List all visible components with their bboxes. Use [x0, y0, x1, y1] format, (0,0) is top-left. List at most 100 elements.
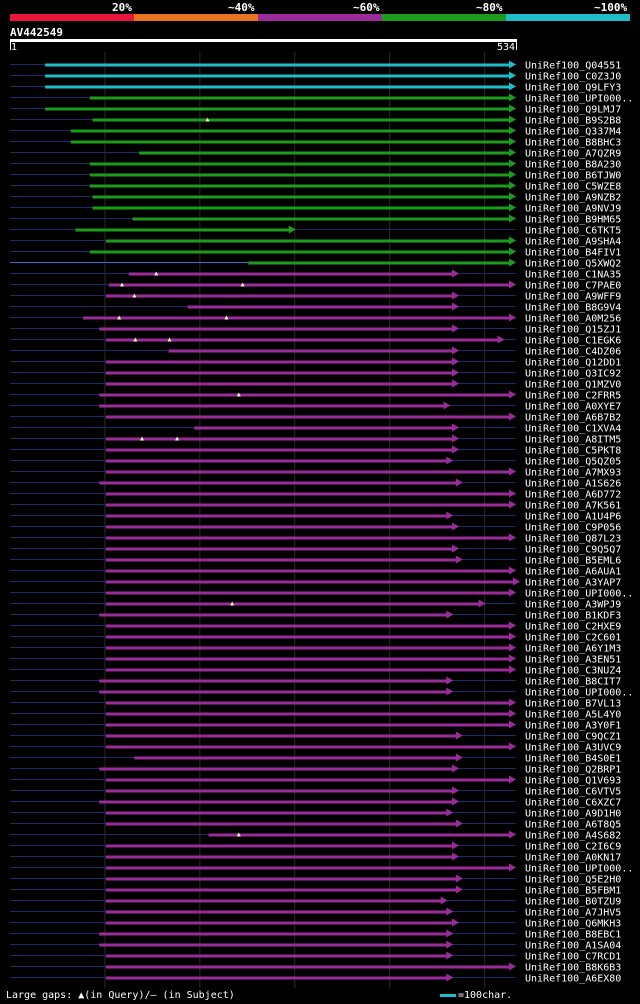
hit-bar: [105, 294, 454, 298]
hit-bar: [92, 195, 511, 199]
scale-bar: [440, 993, 456, 997]
hit-label: UniRef100_B0TZU9: [525, 897, 621, 908]
hit-bar: [105, 734, 457, 738]
hit-bar: [105, 723, 511, 727]
hit-bar: [105, 899, 442, 903]
hit-label: UniRef100_B8CIT7: [525, 677, 621, 688]
hit-bar: [99, 943, 448, 947]
hit-arrow: [446, 929, 454, 938]
hit-arrow: [452, 368, 460, 377]
hit-bar: [105, 811, 448, 815]
hit-bar: [105, 239, 511, 243]
hit-label: UniRef100_Q337M4: [525, 127, 621, 138]
query-gap-marker: [230, 601, 235, 606]
hit-arrow: [446, 687, 454, 696]
hit-label: UniRef100_B5EML6: [525, 556, 621, 567]
hit-bar: [168, 349, 454, 353]
hit-bar: [105, 965, 511, 969]
ruler-start-label: 1: [11, 42, 18, 53]
hit-bar: [89, 173, 510, 177]
hit-bar: [45, 63, 510, 67]
hit-bar: [105, 558, 457, 562]
hit-arrow: [509, 698, 516, 707]
hit-bar: [105, 448, 454, 452]
hit-arrow: [509, 621, 516, 630]
hit-arrow: [288, 225, 296, 234]
hit-arrow: [446, 610, 454, 619]
hit-bar: [70, 129, 511, 133]
hit-arrow: [443, 401, 451, 410]
hit-arrow: [509, 500, 516, 509]
hit-label: UniRef100_Q9LMJ7: [525, 105, 621, 116]
hit-bar: [187, 305, 454, 309]
hit-arrow: [509, 170, 516, 179]
hit-label: UniRef100_Q3IC92: [525, 369, 621, 380]
hit-bar: [92, 206, 511, 210]
hit-label: UniRef100_Q12DD1: [525, 358, 621, 369]
hit-label: UniRef100_C0Z3J0: [525, 72, 621, 83]
hit-arrow: [509, 71, 516, 80]
hit-arrow: [446, 951, 454, 960]
hit-arrow: [455, 555, 463, 564]
hit-arrow: [497, 335, 505, 344]
hit-bar: [89, 184, 510, 188]
query-gap-marker: [240, 282, 245, 287]
hit-label: UniRef100_C7PAE0: [525, 281, 621, 292]
hit-label: UniRef100_B9S2B8: [525, 116, 621, 127]
ruler-end-tick: [516, 42, 517, 50]
hit-label: UniRef100_A7JHV5: [525, 908, 621, 919]
hit-arrow: [509, 588, 516, 597]
hit-arrow: [509, 137, 516, 146]
hit-arrow: [509, 115, 516, 124]
hit-arrow: [509, 632, 516, 641]
hit-label: UniRef100_Q5QZ05: [525, 457, 621, 468]
hit-label: UniRef100_A3EN51: [525, 655, 621, 666]
hit-arrow: [509, 654, 516, 663]
hit-bar: [45, 74, 510, 78]
hit-label: UniRef100_Q9LFY3: [525, 83, 621, 94]
hit-bar: [105, 536, 511, 540]
hit-label: UniRef100_C7RCD1: [525, 952, 621, 963]
hit-label: UniRef100_B8K6B3: [525, 963, 621, 974]
hit-label: UniRef100_A4S682: [525, 831, 621, 842]
hit-bar: [105, 646, 511, 650]
hit-bar: [99, 613, 448, 617]
hit-label: UniRef100_A1S626: [525, 479, 621, 490]
hit-bar: [99, 679, 448, 683]
hit-bar: [139, 151, 510, 155]
hit-bar: [105, 822, 457, 826]
hit-arrow: [452, 434, 460, 443]
hit-label: UniRef100_B8EBC1: [525, 930, 621, 941]
query-gap-marker: [117, 315, 122, 320]
query-title: AV442549: [10, 26, 63, 39]
hit-bar: [70, 140, 511, 144]
hit-bar: [105, 580, 515, 584]
hit-bar: [105, 525, 454, 529]
hit-bar: [105, 877, 457, 881]
hit-label: UniRef100_A6AUA1: [525, 567, 621, 578]
hit-bar: [105, 866, 511, 870]
hit-label: UniRef100_C3NUZ4: [525, 666, 621, 677]
hit-label: UniRef100_B1KDF3: [525, 611, 621, 622]
hit-arrow: [446, 940, 454, 949]
hit-arrow: [452, 522, 460, 531]
hit-arrow: [446, 808, 454, 817]
hit-bar: [105, 382, 454, 386]
hit-bar: [132, 217, 511, 221]
hit-arrow: [509, 159, 516, 168]
hit-label: UniRef100_B7VL13: [525, 699, 621, 710]
ruler-end-label: 534: [497, 42, 516, 53]
hit-label: UniRef100_A6T8Q5: [525, 820, 621, 831]
legend-label-20: 20%: [112, 1, 132, 14]
hit-label: UniRef100_A0KN17: [525, 853, 621, 864]
hit-label: UniRef100_A7MX93: [525, 468, 621, 479]
legend-band-20: [10, 14, 134, 21]
hit-label: UniRef100_A6D772: [525, 490, 621, 501]
hit-label: UniRef100_Q04551: [525, 61, 621, 72]
hit-label: UniRef100_UPI000..: [525, 688, 633, 699]
hit-bar: [105, 492, 511, 496]
hit-arrow: [452, 918, 460, 927]
hit-arrow: [509, 126, 516, 135]
hit-bar: [105, 855, 454, 859]
